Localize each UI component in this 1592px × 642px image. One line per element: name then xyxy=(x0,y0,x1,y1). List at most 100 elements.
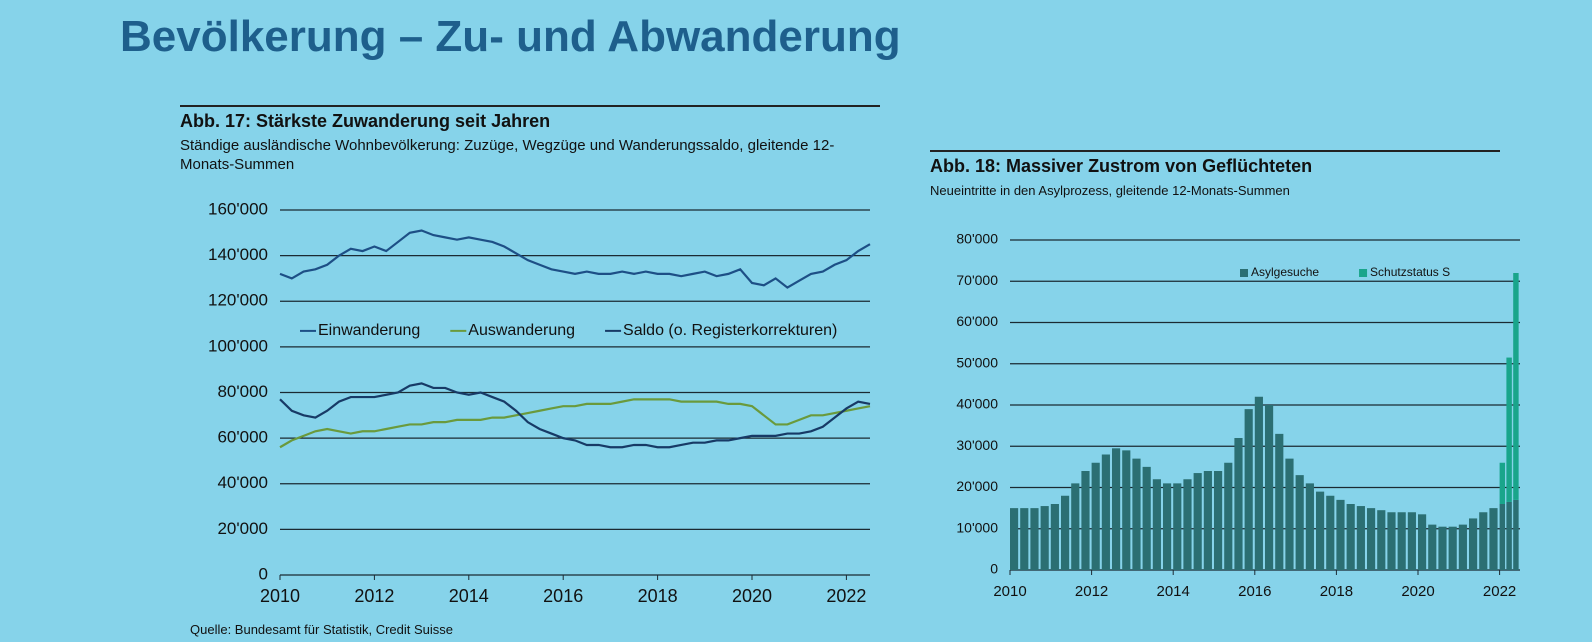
bar xyxy=(1407,512,1416,570)
chart-subtitle: Neueintritte in den Asylprozess, gleiten… xyxy=(930,183,1290,198)
bar xyxy=(1265,405,1274,570)
bar xyxy=(1418,514,1427,570)
x-tick-label: 2020 xyxy=(732,586,772,606)
line-series xyxy=(279,229,871,289)
y-tick-label: 50'000 xyxy=(956,354,998,370)
chart: 0 10'000 20'000 30'000 40'000 50'000 60'000 70'… xyxy=(956,231,1520,600)
bar xyxy=(1377,510,1386,570)
bar xyxy=(1254,396,1263,570)
bar xyxy=(1071,483,1080,570)
chart-subtitle: Ständige ausländische Wohnbevölkerung: Z… xyxy=(180,137,835,173)
y-tick-label: 80'000 xyxy=(217,382,268,401)
slide-title: Bevölkerung – Zu- und Abwanderung xyxy=(120,12,901,61)
y-tick-label: 10'000 xyxy=(956,519,998,535)
y-tick-label: 120'000 xyxy=(208,291,268,310)
bar xyxy=(1458,524,1467,570)
bar xyxy=(1499,504,1506,570)
bar xyxy=(1224,462,1233,570)
bar xyxy=(1030,508,1039,570)
legend-label: Einwanderung xyxy=(318,322,420,339)
chart-header: Abb. 17: Stärkste Zuwanderung seit Jahre… xyxy=(180,105,880,174)
bar xyxy=(1152,479,1161,570)
bar xyxy=(1346,504,1355,570)
bar xyxy=(1469,518,1478,570)
x-tick-label: 2016 xyxy=(543,586,583,606)
bar xyxy=(1173,483,1182,570)
x-tick-label: 2010 xyxy=(993,583,1026,600)
line-series xyxy=(279,398,871,449)
bar xyxy=(1285,458,1294,570)
x-tick-label: 2016 xyxy=(1238,583,1271,600)
bar xyxy=(1183,479,1192,570)
bar xyxy=(1112,448,1121,570)
chart: 0 20'000 40'000 60'000 80'000 100'000 120'000 1… xyxy=(208,199,871,606)
x-tick-label: 2022 xyxy=(826,586,866,606)
legend-label: Schutzstatus S xyxy=(1370,265,1450,279)
bar xyxy=(1040,506,1049,570)
chart-title: Abb. 18: Massiver Zustrom von Geflüchtet… xyxy=(930,156,1313,176)
bar xyxy=(1316,491,1325,570)
x-tick-label: 2012 xyxy=(1075,583,1108,600)
y-tick-label: 100'000 xyxy=(208,336,268,355)
y-tick-label: 20'000 xyxy=(956,478,998,494)
bar xyxy=(1489,508,1498,570)
bar xyxy=(1513,273,1519,500)
y-tick-label: 140'000 xyxy=(208,245,268,264)
bar xyxy=(1336,499,1345,570)
bar xyxy=(1506,501,1512,570)
bar xyxy=(1397,512,1406,570)
bar xyxy=(1244,409,1253,570)
x-tick-label: 2012 xyxy=(354,586,394,606)
bar xyxy=(1387,512,1396,570)
y-tick-label: 40'000 xyxy=(956,396,998,412)
bar xyxy=(1142,466,1151,570)
legend-label: Asylgesuche xyxy=(1251,265,1319,279)
line-series xyxy=(279,382,871,449)
y-tick-label: 20'000 xyxy=(217,519,268,538)
bar xyxy=(1081,471,1090,570)
bar xyxy=(1513,499,1519,570)
bar xyxy=(1193,473,1202,570)
bar xyxy=(1061,495,1070,570)
x-tick-label: 2020 xyxy=(1401,583,1434,600)
y-tick-label: 80'000 xyxy=(956,231,998,247)
legend-label: Saldo (o. Registerkorrekturen) xyxy=(623,322,837,339)
y-tick-label: 60'000 xyxy=(956,313,998,329)
bar xyxy=(1295,475,1304,570)
y-tick-label: 160'000 xyxy=(208,199,268,218)
legend-label: Auswanderung xyxy=(468,322,575,339)
y-tick-label: 30'000 xyxy=(956,437,998,453)
y-tick-label: 0 xyxy=(259,564,268,583)
bar xyxy=(1356,506,1365,570)
bar xyxy=(1428,524,1437,570)
bar xyxy=(1234,438,1243,570)
legend-swatch xyxy=(1359,269,1368,277)
bar xyxy=(1448,526,1457,570)
bar xyxy=(1438,526,1447,570)
bar xyxy=(1122,450,1131,570)
chart-header: Abb. 18: Massiver Zustrom von Geflüchtet… xyxy=(930,150,1500,200)
chart-title: Abb. 17: Stärkste Zuwanderung seit Jahre… xyxy=(180,111,551,131)
bar xyxy=(1203,471,1212,570)
bar xyxy=(1091,462,1100,570)
bar xyxy=(1020,508,1029,570)
bar xyxy=(1305,483,1314,570)
y-tick-label: 40'000 xyxy=(217,473,268,492)
bar xyxy=(1132,458,1141,570)
bar xyxy=(1506,357,1512,502)
legend-swatch xyxy=(1240,269,1248,277)
x-tick-label: 2018 xyxy=(1320,583,1353,600)
bar xyxy=(1275,433,1284,570)
y-tick-label: 70'000 xyxy=(956,272,998,288)
bar xyxy=(1214,471,1223,570)
x-tick-label: 2018 xyxy=(638,586,678,606)
bar xyxy=(1163,483,1172,570)
bar xyxy=(1010,508,1019,570)
y-tick-label: 60'000 xyxy=(217,428,268,447)
x-tick-label: 2014 xyxy=(449,586,489,606)
bar xyxy=(1326,495,1335,570)
x-tick-label: 2010 xyxy=(260,586,300,606)
bar xyxy=(1479,512,1488,570)
x-tick-label: 2022 xyxy=(1483,583,1516,600)
